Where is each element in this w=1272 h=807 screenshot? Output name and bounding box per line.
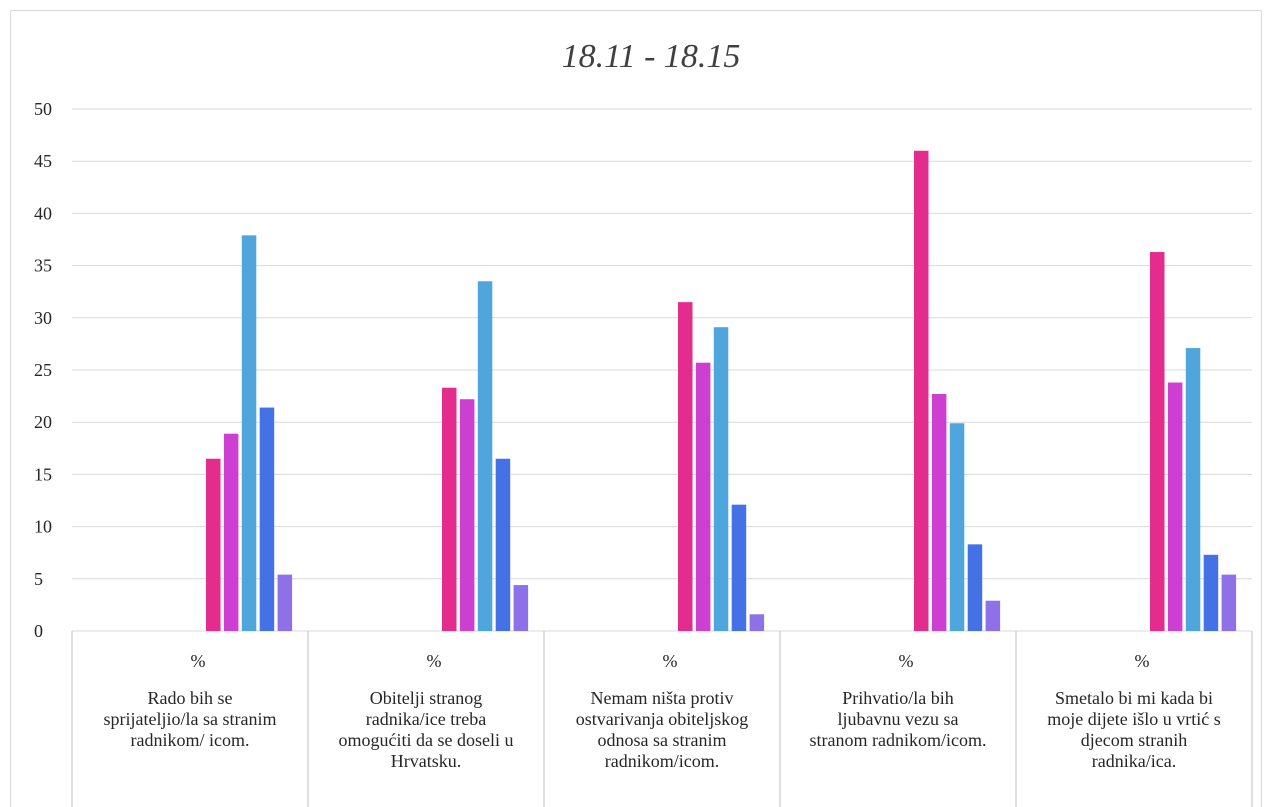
y-tick-label: 35 [34,256,52,276]
category-label: Prihvatio/la bih ljubavnu vezu sa stranom … [780,688,1016,751]
chart-title: 18.11 - 18.15 [562,38,741,75]
bar [731,504,747,631]
category-label-line: djecom stranih [1080,730,1188,750]
y-axis: 0 5 10 15 20 25 30 35 40 45 50 [34,99,52,641]
bar [1167,382,1183,631]
bar [459,399,475,631]
category-label: Nemam ništa protiv ostvarivanja obiteljsk… [544,688,780,772]
category-label-line: Nemam ništa protiv [590,688,734,708]
category-label-line: omogućiti da se doseli u [338,730,514,750]
category-label: Smetalo bi mi kada bi moje dijete išlo u … [1016,688,1252,772]
category-label-line: Obitelji stranog [369,688,483,708]
bars [206,150,1237,631]
category-label-line: ljubavnu vezu sa [837,709,959,729]
bar [914,150,929,631]
category-label-line: stranom radnikom/icom. [809,730,987,750]
y-tick-label: 45 [34,151,52,171]
category-label-line: Prihvatio/la bih [842,688,954,708]
y-tick-label: 40 [34,203,52,223]
category-label: Rado bih se sprijateljio/la sa stranim rad… [72,688,308,751]
unit-label: % [899,651,914,671]
category-label-line: radnikom/icom. [604,751,720,771]
category-label-line: radnika/ice treba [365,709,487,729]
bar [1221,574,1237,631]
category-label-line: radnika/ica. [1091,751,1177,771]
y-tick-label: 20 [34,412,52,432]
y-tick-label: 50 [34,99,52,119]
unit-label: % [191,651,206,671]
bar [695,362,711,631]
category-label-line: Rado bih se [147,688,233,708]
bar [1185,348,1201,631]
bar [749,614,765,631]
bar [985,600,1001,631]
bar [931,394,947,631]
bar [442,387,457,631]
y-tick-label: 30 [34,308,52,328]
y-tick-label: 0 [34,621,43,641]
category-label-line: sprijateljio/la sa stranim [103,709,277,729]
unit-labels: %%%%% [191,651,1150,671]
bar [513,585,529,631]
category-label-line: Hrvatsku. [390,751,462,771]
category-label-line: odnosa sa stranim [597,730,727,750]
y-tick-label: 25 [34,360,52,380]
category-label-line: Smetalo bi mi kada bi [1055,688,1213,708]
bar [241,235,257,631]
unit-label: % [663,651,678,671]
unit-label: % [1135,651,1150,671]
category-label: Obitelji stranog radnika/ice treba omogući… [308,688,544,772]
bar [259,407,275,631]
unit-label: % [427,651,442,671]
bar [713,327,729,631]
bar [206,458,221,631]
bar [223,433,239,631]
y-tick-label: 10 [34,517,52,537]
bar [495,458,511,631]
y-tick-label: 15 [34,464,52,484]
y-tick-label: 5 [34,569,43,589]
bar [678,302,693,631]
bar [967,544,983,631]
category-label-line: ostvarivanja obiteljskog [575,709,749,729]
bar [477,281,493,631]
bar [277,574,293,631]
category-label-line: radnikom/ icom. [130,730,250,750]
bar [1203,554,1219,631]
chart-frame [10,10,1262,807]
bar [1150,252,1165,631]
bar [949,423,965,631]
category-table-lines [71,631,1253,807]
category-label-line: moje dijete išlo u vrtić s [1047,709,1221,729]
